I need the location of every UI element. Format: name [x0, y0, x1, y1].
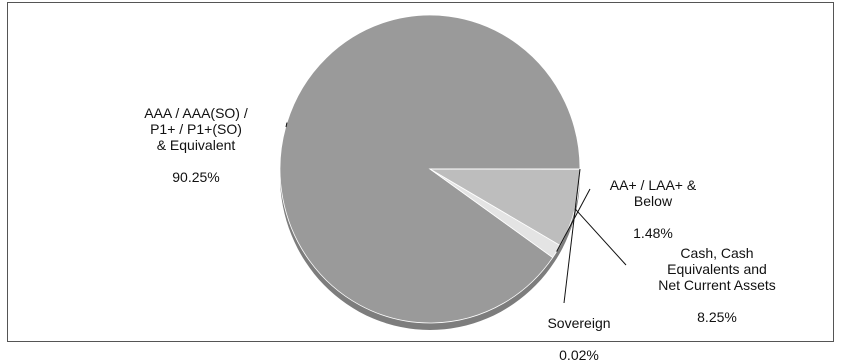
label-aaa-value: 90.25% — [172, 169, 219, 185]
label-cash-value: 8.25% — [697, 309, 737, 325]
label-sovereign-name: Sovereign — [547, 315, 610, 331]
label-aaa-name: AAA / AAA(SO) / P1+ / P1+(SO) & Equivale… — [144, 105, 247, 153]
label-aaa: AAA / AAA(SO) / P1+ / P1+(SO) & Equivale… — [106, 89, 286, 185]
label-aa-below-name: AA+ / LAA+ & Below — [610, 177, 696, 209]
pie-slices — [280, 15, 580, 323]
label-sovereign: Sovereign 0.02% — [534, 299, 624, 363]
chart-frame: AAA / AAA(SO) / P1+ / P1+(SO) & Equivale… — [7, 2, 834, 342]
label-cash: Cash, Cash Equivalents and Net Current A… — [622, 229, 812, 325]
label-sovereign-value: 0.02% — [559, 347, 599, 363]
label-cash-name: Cash, Cash Equivalents and Net Current A… — [658, 245, 776, 293]
